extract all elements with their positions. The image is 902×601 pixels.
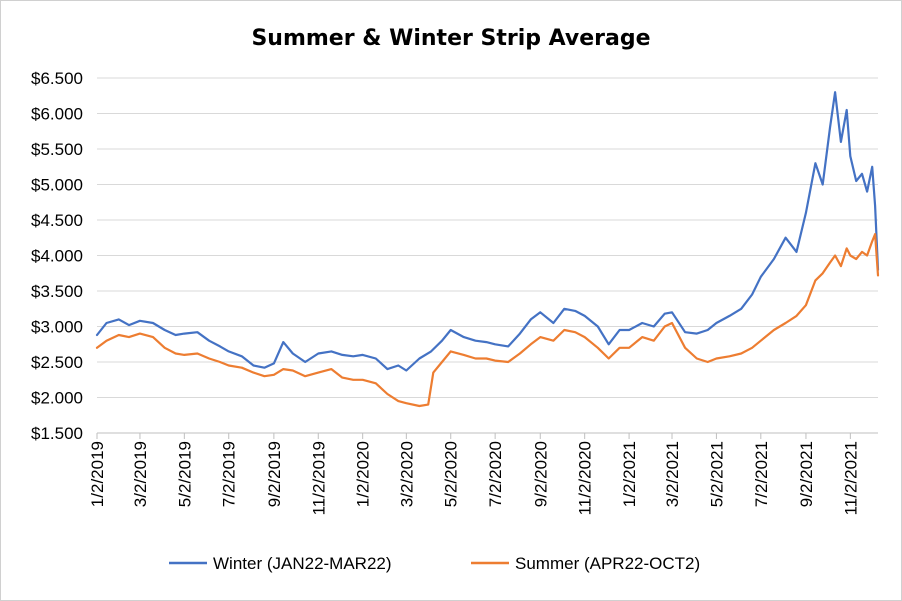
y-tick-label: $4.500 [31, 211, 83, 230]
y-tick-label: $3.500 [31, 282, 83, 301]
y-tick-label: $3.000 [31, 318, 83, 337]
x-tick-label: 9/2/2021 [797, 441, 816, 507]
series-layer [95, 91, 880, 408]
y-tick-label: $5.500 [31, 140, 83, 159]
y-axis: $1.500 $2.000 $2.500 $3.000 $3.500 $4.000 $4.5… [31, 69, 83, 443]
x-tick-label: 1/2/2021 [620, 441, 639, 507]
x-tick-label: 11/2/2021 [841, 441, 860, 515]
legend-entry-winter: Winter (JAN22-MAR22) [169, 554, 392, 573]
x-tick-label: 1/2/2019 [88, 441, 107, 507]
y-tick-label: $6.000 [31, 105, 83, 124]
legend-entry-summer: Summer (APR22-OCT2) [471, 554, 700, 573]
x-tick-label: 5/2/2020 [442, 441, 461, 507]
y-tick-label: $1.500 [31, 424, 83, 443]
x-tick-label: 7/2/2021 [752, 441, 771, 507]
legend-label: Winter (JAN22-MAR22) [213, 554, 392, 573]
x-axis: 1/2/2019 3/2/2019 5/2/2019 7/2/2019 9/2/2019… [88, 432, 878, 515]
x-tick-label: 3/2/2019 [131, 441, 150, 507]
x-tick-label: 11/2/2019 [309, 441, 328, 515]
x-tick-label: 1/2/2020 [354, 441, 373, 507]
x-tick-label: 3/2/2021 [663, 441, 682, 507]
chart-title: Summer & Winter Strip Average [251, 26, 650, 51]
x-tick-label: 5/2/2021 [707, 441, 726, 507]
grid-layer [97, 77, 878, 434]
y-tick-label: $6.500 [31, 69, 83, 88]
series-line-summer [95, 233, 880, 408]
x-tick-label: 5/2/2019 [175, 441, 194, 507]
x-tick-label: 7/2/2020 [486, 441, 505, 507]
y-tick-label: $5.000 [31, 176, 83, 195]
x-tick-label: 7/2/2019 [220, 441, 239, 507]
legend-label: Summer (APR22-OCT2) [515, 554, 700, 573]
y-tick-label: $2.000 [31, 389, 83, 408]
x-tick-label: 11/2/2020 [576, 441, 595, 515]
x-tick-label: 3/2/2020 [397, 441, 416, 507]
x-tick-label: 9/2/2020 [531, 441, 550, 507]
y-tick-label: $2.500 [31, 353, 83, 372]
series-line-winter [95, 91, 880, 372]
legend: Winter (JAN22-MAR22) Summer (APR22-OCT2) [169, 554, 700, 573]
y-tick-label: $4.000 [31, 247, 83, 266]
x-tick-label: 9/2/2019 [265, 441, 284, 507]
